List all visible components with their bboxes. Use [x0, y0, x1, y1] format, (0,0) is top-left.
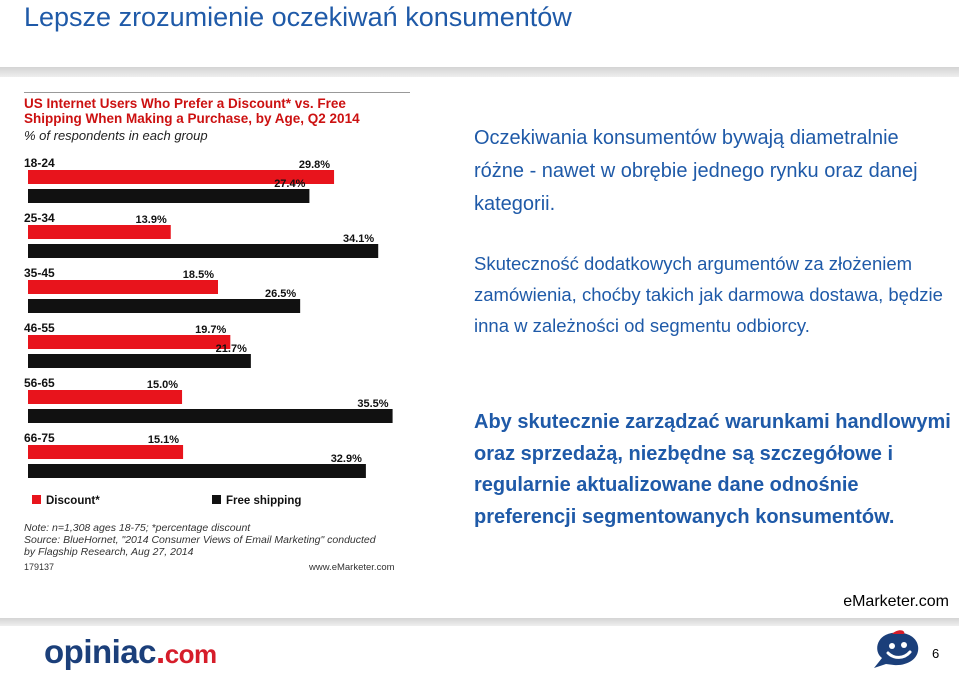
intro-paragraph: Oczekiwania konsumentów bywają diametral…: [474, 127, 918, 215]
category-label: 35-45: [24, 266, 55, 280]
data-label: 18.5%: [183, 269, 214, 281]
legend-swatch: [212, 495, 221, 504]
opiniac-logo: opiniac.com: [44, 633, 217, 671]
category-label: 18-24: [24, 156, 55, 170]
chart-subtitle: % of respondents in each group: [24, 128, 208, 143]
data-label: 35.5%: [357, 398, 388, 410]
logo-main: opiniac: [44, 633, 157, 670]
chart-note: Note: n=1,308 ages 18-75; *percentage di…: [24, 522, 251, 534]
legend-label: Free shipping: [226, 495, 301, 507]
logo-tld: com: [164, 639, 217, 669]
legend-swatch: [32, 495, 41, 504]
bar-discount: [28, 225, 171, 239]
bar-free-shipping: [28, 244, 379, 258]
legend-label: Discount*: [46, 495, 100, 507]
category-label: 66-75: [24, 431, 55, 445]
chart-plot: 18-24 29.8% 27.4% 25-34 13.9% 34.1% 35-45 18.5%…: [24, 156, 393, 507]
bar-free-shipping: [28, 299, 301, 313]
data-label: 26.5%: [265, 288, 296, 300]
bar-free-shipping: [28, 354, 251, 368]
bottom-divider: [0, 618, 959, 626]
data-label: 15.1%: [148, 434, 179, 446]
footer-source: eMarketer.com: [843, 593, 949, 610]
chart-code: 179137: [24, 562, 55, 572]
category-label: 25-34: [24, 211, 55, 225]
smiley-mascot-icon: [874, 630, 919, 668]
chart-top-rule: [24, 92, 410, 93]
category-label: 56-65: [24, 376, 55, 390]
top-divider: [0, 67, 959, 77]
chart-brand: www.eMarketer.com: [309, 562, 395, 573]
chart-title: US Internet Users Who Prefer a Discount*…: [24, 96, 360, 126]
argument-paragraph: Skuteczność dodatkowych argumentów za zł…: [474, 253, 943, 336]
bar-discount: [28, 280, 218, 294]
data-label: 15.0%: [147, 379, 178, 391]
chart-source: Source: BlueHornet, "2014 Consumer Views…: [24, 534, 376, 546]
page-number: 6: [932, 646, 940, 661]
bar-free-shipping: [28, 189, 310, 203]
slide-title: Lepsze zrozumienie oczekiwań konsumentów: [24, 2, 572, 32]
chart-source-cont: by Flagship Research, Aug 27, 2014: [24, 546, 194, 558]
data-label: 34.1%: [343, 233, 374, 245]
data-label: 21.7%: [216, 343, 247, 355]
conclusion-paragraph: Aby skutecznie zarządzać warunkami handl…: [474, 411, 951, 528]
chart-figure: US Internet Users Who Prefer a Discount*…: [24, 90, 416, 576]
category-label: 46-55: [24, 321, 55, 335]
logo-dot: .: [156, 633, 165, 670]
bar-discount: [28, 445, 184, 459]
data-label: 27.4%: [274, 178, 305, 190]
bar-discount: [28, 170, 335, 184]
bar-discount: [28, 390, 183, 404]
data-label: 29.8%: [299, 159, 330, 171]
data-label: 19.7%: [195, 324, 226, 336]
bar-discount: [28, 335, 231, 349]
data-label: 13.9%: [136, 214, 167, 226]
bar-free-shipping: [28, 464, 366, 478]
data-label: 32.9%: [331, 453, 362, 465]
bar-free-shipping: [28, 409, 393, 423]
